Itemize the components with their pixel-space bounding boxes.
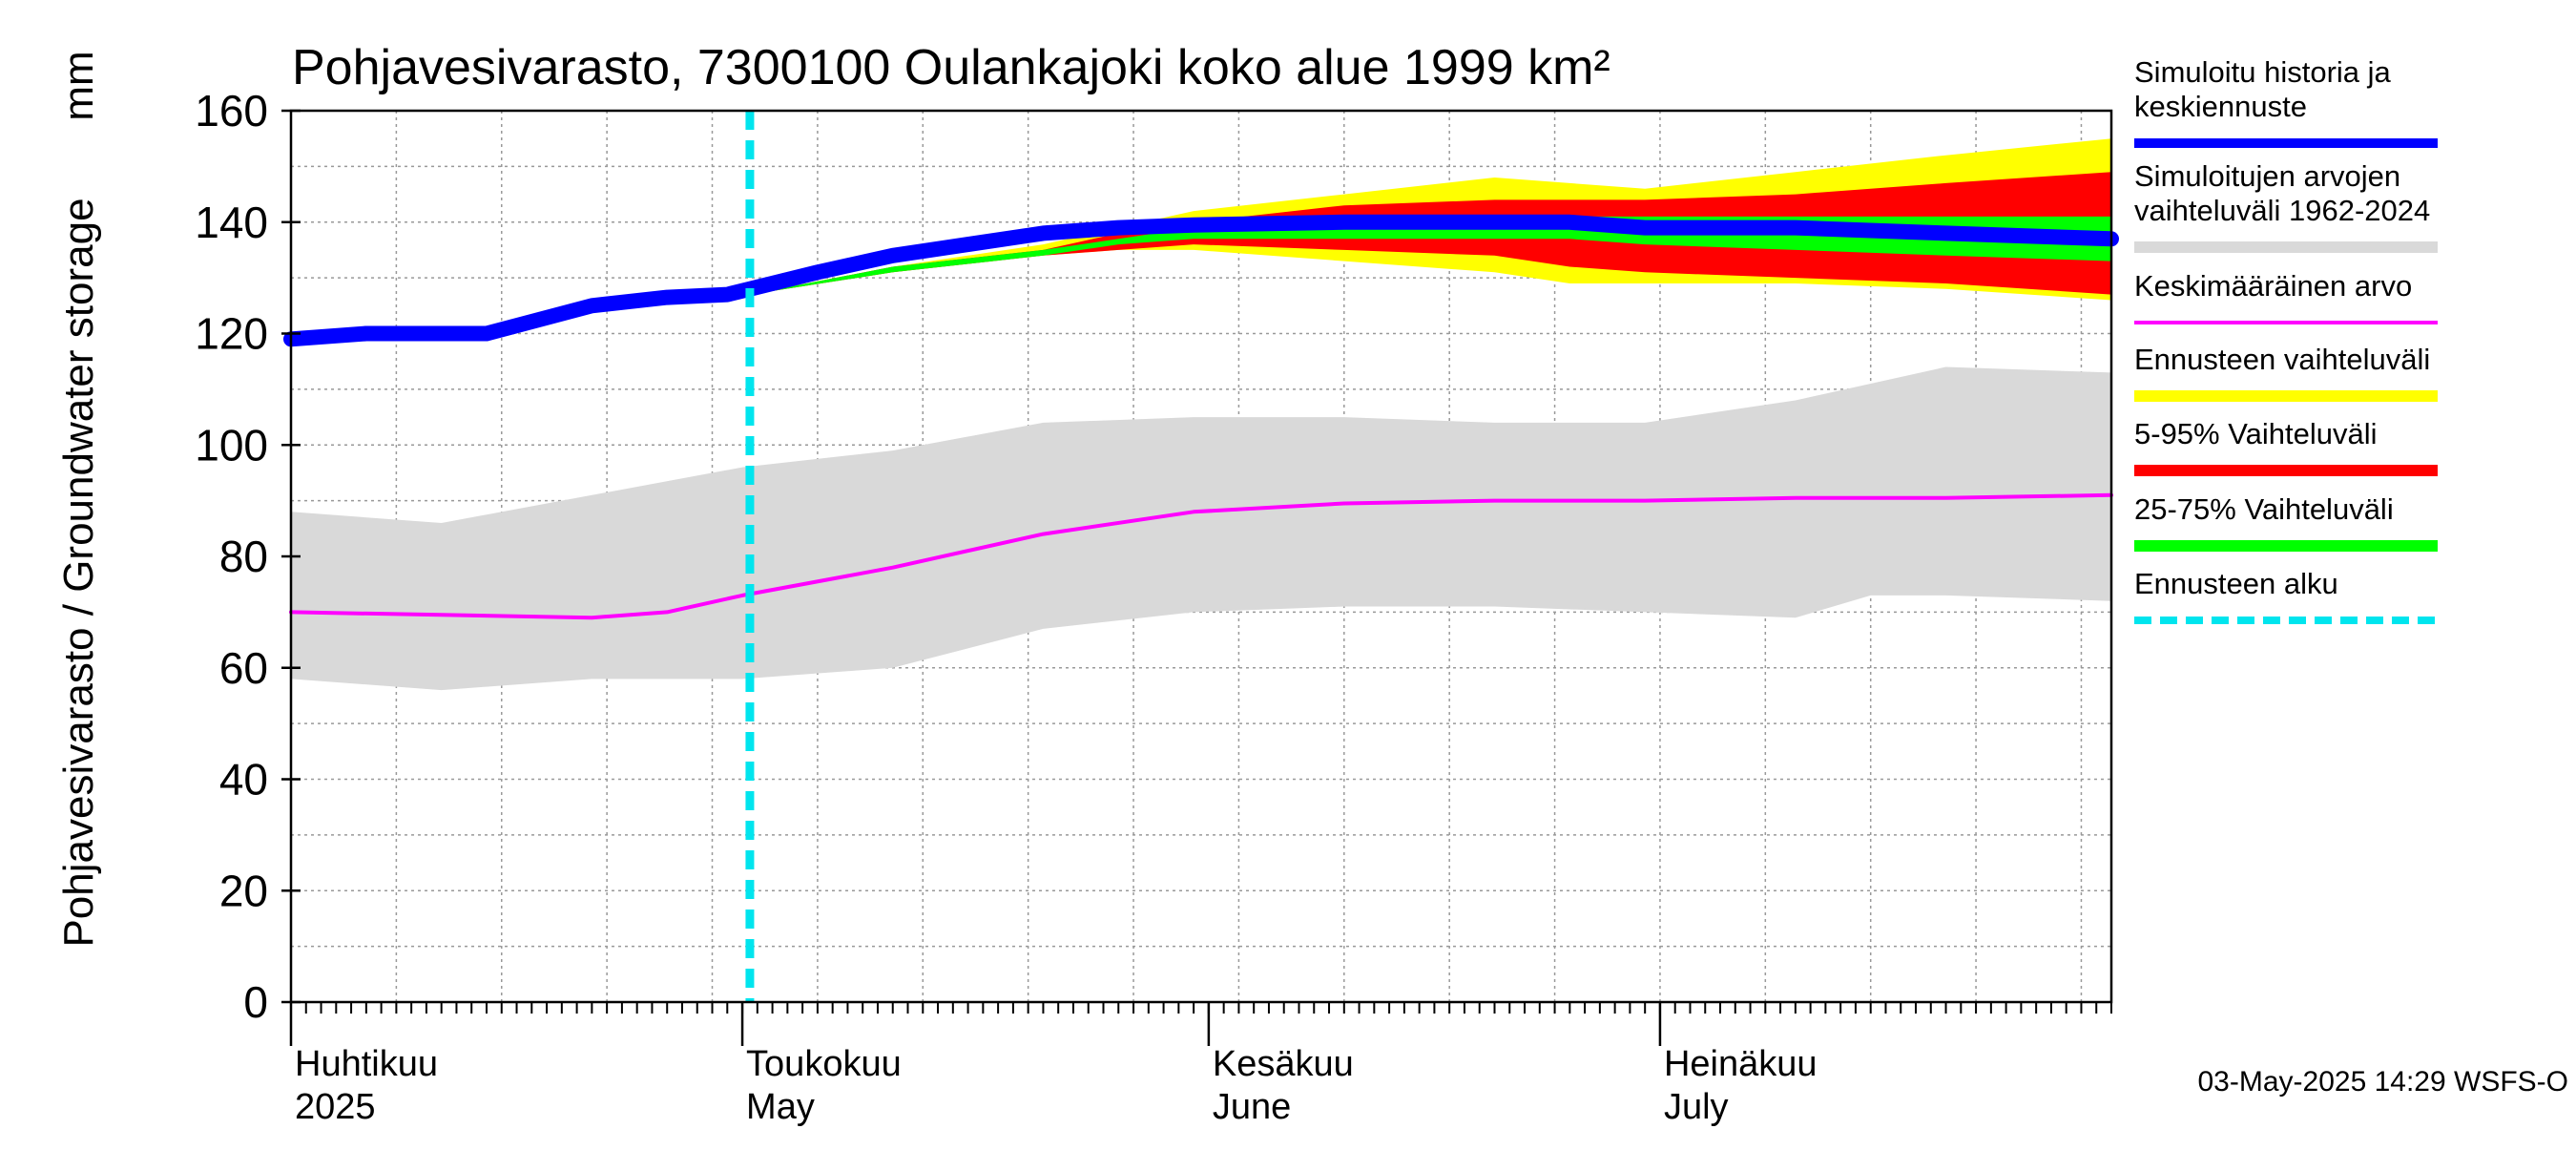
series-line-simulated-history [283,214,2119,347]
band-25-75-vaihteluv-li [749,216,2111,295]
y-tick-label: 120 [195,309,268,359]
legend-label: Ennusteen vaihteluväli [2134,343,2430,376]
x-month-sublabel: July [1664,1087,1729,1127]
legend-label-line2: keskiennuste [2134,90,2307,123]
y-tick-label: 0 [243,977,268,1027]
y-tick-label: 60 [219,643,268,693]
x-month-label: Heinäkuu [1664,1044,1818,1084]
legend-label: Simuloitujen arvojen [2134,159,2400,193]
y-tick-label: 20 [219,866,268,915]
y-axis-label: Pohjavesivarasto / Groundwater storage [55,198,102,947]
series-line-mean [289,492,2113,620]
y-tick-label: 140 [195,198,268,247]
x-month-label: Huhtikuu [295,1044,438,1084]
x-month-sublabel: May [746,1087,815,1127]
legend-label: Keskimääräinen arvo [2134,269,2412,303]
y-tick-label: 80 [219,532,268,581]
x-month-label: Toukokuu [746,1044,902,1084]
legend-label: 5-95% Vaihteluväli [2134,417,2377,450]
x-month-sublabel: June [1213,1087,1291,1127]
y-tick-label: 160 [195,86,268,136]
legend-label: 25-75% Vaihteluväli [2134,492,2394,526]
band-simuloitujen-arvojen-vaihteluv-li-1962-2024 [291,366,2111,691]
x-month-sublabel: 2025 [295,1087,376,1127]
legend-label: Simuloitu historia ja [2134,55,2392,89]
legend-label-line2: vaihteluväli 1962-2024 [2134,194,2430,227]
legend-label: Ennusteen alku [2134,567,2338,600]
y-axis-unit: mm [55,51,102,120]
x-month-label: Kesäkuu [1213,1044,1354,1084]
timestamp: 03-May-2025 14:29 WSFS-O [2198,1066,2569,1098]
y-tick-label: 40 [219,755,268,805]
y-tick-label: 100 [195,420,268,470]
chart-title: Pohjavesivarasto, 7300100 Oulankajoki ko… [292,40,1610,95]
